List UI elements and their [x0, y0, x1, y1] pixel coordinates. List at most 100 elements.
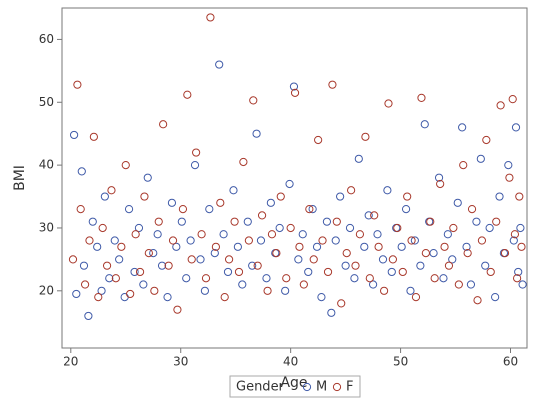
point: [196, 255, 205, 264]
point: [332, 217, 341, 226]
point: [172, 242, 181, 251]
point: [434, 173, 444, 182]
point: [440, 242, 449, 251]
point: [421, 249, 430, 258]
point: [223, 267, 233, 277]
point: [126, 289, 135, 299]
point: [495, 192, 504, 201]
point: [448, 255, 457, 264]
point: [130, 267, 139, 277]
point: [516, 223, 525, 233]
point: [485, 223, 494, 233]
point: [216, 198, 225, 207]
point: [135, 267, 145, 277]
point: [230, 217, 239, 226]
point: [266, 198, 275, 207]
point: [205, 205, 214, 214]
point: [453, 198, 462, 207]
point: [331, 236, 340, 245]
point: [436, 179, 445, 189]
point: [459, 161, 468, 170]
point: [72, 289, 81, 299]
point: [481, 261, 490, 270]
point: [177, 217, 186, 226]
point: [327, 308, 336, 317]
point: [285, 179, 294, 189]
point: [69, 130, 79, 140]
y-axis-label: BMI: [12, 165, 28, 191]
point: [157, 261, 167, 270]
point: [397, 242, 406, 251]
point: [378, 255, 388, 264]
point: [365, 274, 374, 283]
point: [238, 280, 247, 289]
point: [342, 249, 351, 258]
point: [239, 157, 248, 167]
point: [149, 249, 158, 258]
point: [439, 274, 448, 283]
point: [491, 292, 500, 302]
point: [144, 249, 153, 258]
point: [515, 192, 524, 201]
point: [256, 236, 266, 245]
point: [294, 255, 303, 264]
point: [299, 280, 308, 289]
point: [262, 274, 271, 283]
point: [466, 280, 476, 289]
point: [398, 267, 407, 277]
point: [504, 161, 513, 170]
legend-marker: [332, 382, 342, 392]
point: [97, 286, 106, 295]
point: [403, 192, 412, 201]
point: [98, 223, 107, 233]
point: [244, 236, 253, 245]
point: [449, 223, 458, 233]
point: [80, 280, 90, 289]
point: [496, 101, 505, 110]
point: [417, 93, 426, 102]
point: [347, 186, 356, 195]
point: [401, 205, 411, 214]
point: [373, 230, 382, 239]
point: [85, 236, 94, 245]
plot-frame: [61, 7, 528, 349]
point: [387, 267, 396, 277]
point: [234, 267, 244, 277]
point: [263, 286, 272, 295]
point: [77, 167, 86, 176]
point: [374, 242, 383, 251]
point: [458, 123, 467, 132]
point: [140, 192, 149, 201]
point: [201, 274, 211, 283]
point: [355, 230, 365, 239]
point: [229, 186, 238, 195]
point: [286, 223, 295, 233]
point: [182, 274, 191, 283]
point: [295, 242, 304, 251]
x-tick-label: 60: [503, 355, 518, 369]
point: [341, 261, 350, 270]
point: [500, 249, 510, 258]
point: [513, 274, 522, 283]
point: [518, 280, 527, 289]
point: [383, 186, 392, 195]
point: [252, 129, 261, 138]
point: [110, 236, 119, 245]
point: [476, 154, 485, 163]
point: [410, 236, 419, 245]
point: [473, 296, 482, 305]
legend-marker: [302, 382, 312, 392]
point: [337, 299, 346, 308]
point: [93, 242, 102, 251]
point: [253, 261, 262, 270]
point: [393, 223, 402, 233]
y-tick-label: 60: [39, 32, 54, 46]
point: [281, 286, 290, 295]
point: [505, 173, 514, 182]
point: [304, 267, 313, 277]
point: [134, 223, 144, 233]
point: [197, 230, 206, 239]
point: [314, 135, 323, 145]
point: [308, 205, 317, 214]
point: [416, 261, 425, 270]
